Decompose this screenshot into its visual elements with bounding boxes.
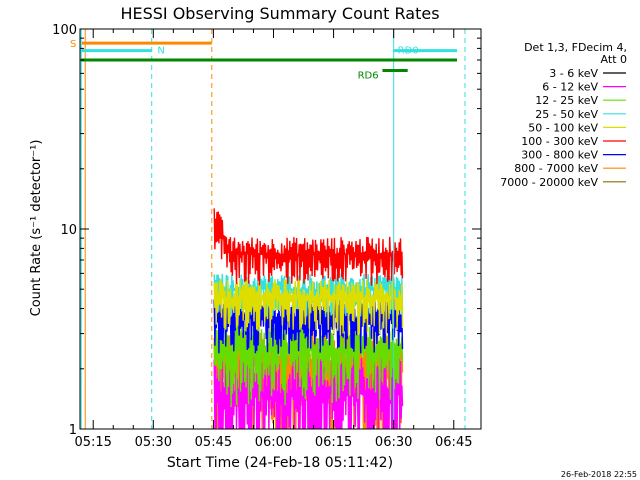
legend-entry-label: 25 - 50 keV bbox=[535, 108, 598, 121]
legend-entry-label: 12 - 25 keV bbox=[535, 94, 598, 107]
legend-entry-label: 7000 - 20000 keV bbox=[500, 176, 598, 189]
y-axis-label: Count Rate (s⁻¹ detector⁻¹) bbox=[29, 140, 44, 317]
legend-entry-label: 50 - 100 keV bbox=[528, 121, 598, 134]
x-axis-label: Start Time (24-Feb-18 05:11:42) bbox=[167, 455, 393, 471]
plot-area: S N RD0 RD6 1 10 100 05:15 05:30 05:45 06:00 06:15 0… bbox=[52, 23, 482, 450]
series-12-25-kev bbox=[213, 323, 404, 408]
x-tick-label: 05:15 bbox=[74, 435, 111, 450]
series-100-300-kev bbox=[213, 208, 404, 286]
x-tick-label: 05:30 bbox=[135, 435, 172, 450]
state-bar-label: N bbox=[157, 46, 164, 57]
series-50-100-kev bbox=[213, 279, 404, 336]
legend-entry-label: 300 - 800 keV bbox=[521, 149, 598, 162]
x-tick-label: 06:30 bbox=[375, 435, 412, 450]
state-bar-label: S bbox=[70, 39, 76, 50]
legend-header-line-2: Att 0 bbox=[601, 53, 627, 66]
x-tick-label: 06:00 bbox=[255, 435, 292, 450]
x-tick-label: 06:45 bbox=[435, 435, 472, 450]
series-line bbox=[213, 279, 404, 336]
y-tick-label: 100 bbox=[52, 23, 77, 38]
legend-header-line-1: Det 1,3, FDecim 4, bbox=[524, 41, 627, 54]
x-tick-label: 06:15 bbox=[315, 435, 352, 450]
state-bar-label: RD0 bbox=[398, 46, 419, 57]
y-tick-label: 1 bbox=[69, 423, 77, 438]
legend-entry-label: 6 - 12 keV bbox=[542, 81, 598, 94]
legend-entry-label: 100 - 300 keV bbox=[521, 135, 598, 148]
y-tick-label: 10 bbox=[60, 223, 77, 238]
series-line bbox=[213, 208, 404, 286]
x-tick-label: 05:45 bbox=[195, 435, 232, 450]
legend-entry-label: 800 - 7000 keV bbox=[514, 162, 598, 175]
chart-title: HESSI Observing Summary Count Rates bbox=[120, 4, 439, 23]
series-line bbox=[213, 323, 404, 408]
legend-entry-label: 3 - 6 keV bbox=[549, 67, 598, 80]
state-bar-label: RD6 bbox=[358, 71, 379, 82]
footer-timestamp: 26-Feb-2018 22:55 bbox=[561, 470, 637, 479]
